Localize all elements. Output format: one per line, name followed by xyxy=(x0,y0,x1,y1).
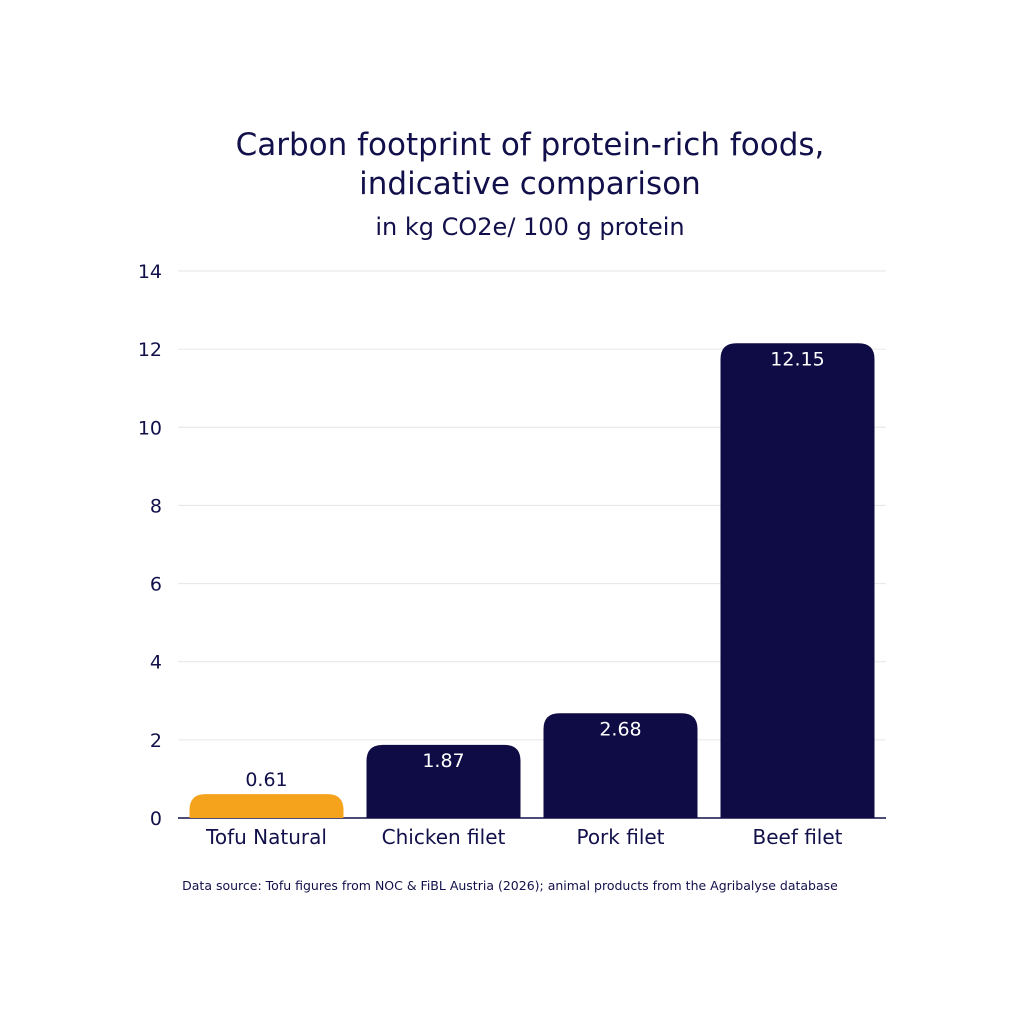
y-tick-label: 6 xyxy=(150,574,162,596)
bar-beef-filet xyxy=(720,343,875,818)
bar-chicken-filet xyxy=(366,744,521,818)
bar-value-label: 12.15 xyxy=(770,348,824,370)
x-category-label: Beef filet xyxy=(752,825,842,849)
chart-title-line-2: indicative comparison xyxy=(359,166,701,202)
y-tick-label: 14 xyxy=(138,261,162,283)
y-tick-label: 8 xyxy=(150,495,162,517)
y-tick-label: 10 xyxy=(138,417,162,439)
x-category-label: Pork filet xyxy=(576,825,664,849)
y-tick-label: 12 xyxy=(138,339,162,361)
x-category-label: Chicken filet xyxy=(382,825,506,849)
chart-title-line-1: Carbon footprint of protein-rich foods, xyxy=(236,127,825,163)
bar-value-label: 1.87 xyxy=(422,750,464,772)
y-tick-label: 4 xyxy=(150,652,162,674)
x-category-label: Tofu Natural xyxy=(205,825,327,849)
bar-layer xyxy=(189,343,875,818)
label-layer: 0.61 Tofu Natural 1.87 Chicken filet 2.68 Por… xyxy=(205,348,843,849)
data-source-note: Data source: Tofu figures from NOC & FiB… xyxy=(182,878,838,893)
y-tick-label: 2 xyxy=(150,730,162,752)
bar-tofu-natural xyxy=(189,794,344,818)
bar-value-label: 2.68 xyxy=(599,718,641,740)
bar-pork-filet xyxy=(543,713,698,818)
bar-value-label: 0.61 xyxy=(245,769,287,791)
y-tick-label: 0 xyxy=(150,808,162,830)
chart-subtitle: in kg CO2e/ 100 g protein xyxy=(375,213,684,241)
